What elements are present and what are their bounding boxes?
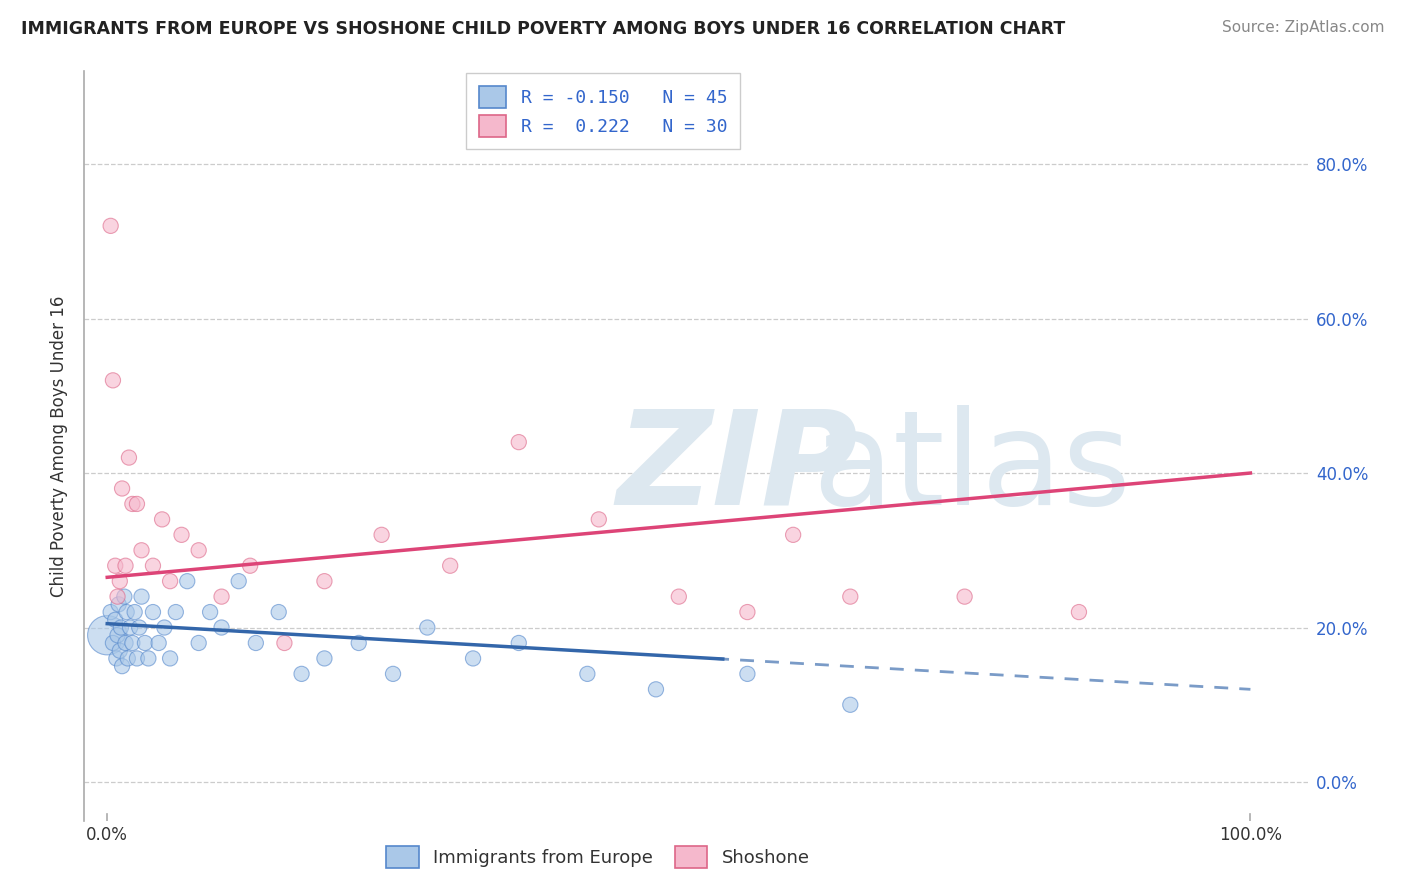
- Legend: Immigrants from Europe, Shoshone: Immigrants from Europe, Shoshone: [380, 838, 817, 875]
- Point: [131, 590, 153, 604]
- Point: [228, 574, 250, 589]
- Point: [114, 558, 136, 573]
- Point: [211, 621, 233, 635]
- Text: atlas: atlas: [813, 405, 1132, 532]
- Point: [110, 621, 132, 635]
- Y-axis label: Child Poverty Among Boys Under 16: Child Poverty Among Boys Under 16: [51, 295, 69, 597]
- Point: [588, 512, 610, 526]
- Point: [117, 651, 139, 665]
- Point: [782, 528, 804, 542]
- Point: [245, 636, 267, 650]
- Point: [101, 636, 124, 650]
- Point: [131, 543, 153, 558]
- Point: [148, 636, 170, 650]
- Text: ZIP: ZIP: [616, 405, 858, 532]
- Point: [176, 574, 198, 589]
- Point: [128, 621, 150, 635]
- Point: [737, 666, 759, 681]
- Point: [159, 574, 181, 589]
- Point: [314, 574, 336, 589]
- Point: [839, 698, 862, 712]
- Point: [159, 651, 181, 665]
- Point: [111, 659, 134, 673]
- Point: [508, 636, 530, 650]
- Point: [105, 651, 128, 665]
- Text: IMMIGRANTS FROM EUROPE VS SHOSHONE CHILD POVERTY AMONG BOYS UNDER 16 CORRELATION: IMMIGRANTS FROM EUROPE VS SHOSHONE CHILD…: [21, 20, 1066, 37]
- Point: [153, 621, 176, 635]
- Point: [576, 666, 599, 681]
- Point: [118, 450, 141, 465]
- Point: [121, 636, 143, 650]
- Point: [273, 636, 295, 650]
- Point: [198, 605, 221, 619]
- Point: [187, 636, 209, 650]
- Point: [211, 590, 233, 604]
- Point: [142, 558, 165, 573]
- Point: [737, 605, 759, 619]
- Point: [101, 373, 124, 387]
- Point: [170, 528, 193, 542]
- Point: [839, 590, 862, 604]
- Point: [290, 666, 312, 681]
- Point: [134, 636, 156, 650]
- Point: [114, 636, 136, 650]
- Point: [108, 643, 131, 657]
- Point: [125, 651, 148, 665]
- Point: [150, 512, 173, 526]
- Point: [120, 621, 142, 635]
- Point: [138, 651, 160, 665]
- Point: [508, 435, 530, 450]
- Point: [416, 621, 439, 635]
- Point: [124, 605, 146, 619]
- Point: [953, 590, 976, 604]
- Point: [100, 219, 122, 233]
- Point: [125, 497, 148, 511]
- Point: [112, 590, 135, 604]
- Point: [100, 605, 122, 619]
- Point: [142, 605, 165, 619]
- Point: [104, 558, 127, 573]
- Point: [645, 682, 668, 697]
- Point: [347, 636, 370, 650]
- Point: [314, 651, 336, 665]
- Point: [115, 605, 138, 619]
- Point: [382, 666, 405, 681]
- Point: [107, 628, 129, 642]
- Point: [107, 598, 129, 612]
- Point: [239, 558, 262, 573]
- Point: [370, 528, 392, 542]
- Point: [96, 628, 118, 642]
- Point: [668, 590, 690, 604]
- Point: [439, 558, 461, 573]
- Point: [165, 605, 187, 619]
- Point: [267, 605, 290, 619]
- Point: [187, 543, 209, 558]
- Point: [107, 590, 129, 604]
- Point: [1067, 605, 1090, 619]
- Point: [111, 482, 134, 496]
- Text: Source: ZipAtlas.com: Source: ZipAtlas.com: [1222, 20, 1385, 35]
- Point: [104, 613, 127, 627]
- Point: [121, 497, 143, 511]
- Point: [461, 651, 484, 665]
- Point: [108, 574, 131, 589]
